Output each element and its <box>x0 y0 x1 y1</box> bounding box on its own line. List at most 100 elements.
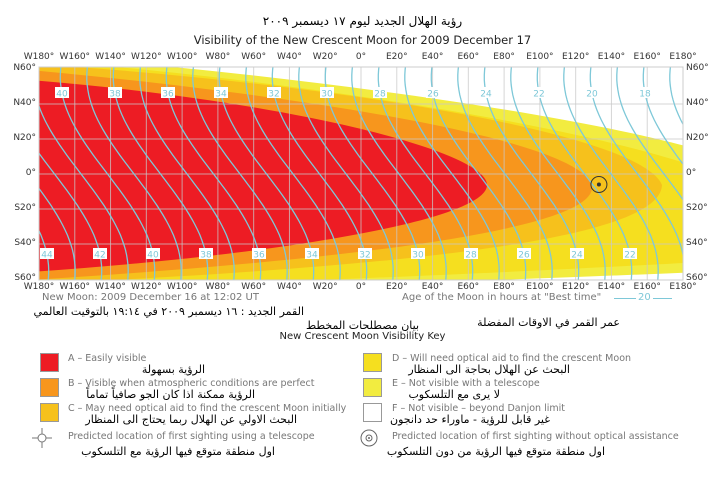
contour-line <box>457 67 553 280</box>
x-tick-label-bottom: E160° <box>633 282 661 292</box>
naked-eye-sighting-marker <box>590 176 608 193</box>
contour-label-bg <box>267 87 281 98</box>
y-tick-label-left: 0° <box>25 168 36 178</box>
telescope-sighting-icon <box>32 428 52 448</box>
title-arabic: رؤية الهلال الجديد ليوم ١٧ ديسمبر ٢٠٠٩ <box>262 14 463 28</box>
key-e: E – Not visible with a telescope <box>392 378 540 389</box>
contour-label: 32 <box>359 251 370 261</box>
swatch-a <box>40 353 59 372</box>
contour-label: 44 <box>41 251 53 261</box>
contour-label: 32 <box>268 90 279 100</box>
key-f: F – Not visible – beyond Danjon limit <box>392 403 565 414</box>
naked-eye-sighting-icon <box>360 429 378 447</box>
y-tick-label-left: N40° <box>13 98 36 108</box>
age-legend-value: 20 <box>636 292 653 303</box>
x-tick-label-bottom: E60° <box>457 282 480 292</box>
y-tick-label-left: N60° <box>13 63 36 73</box>
x-tick-label-top: W120° <box>131 52 162 62</box>
contour-label: 26 <box>518 251 530 261</box>
contour-label: 40 <box>56 90 68 100</box>
x-tick-label-top: W20° <box>312 52 338 62</box>
x-tick-label-bottom: W40° <box>277 282 302 292</box>
contour-label: 30 <box>412 251 424 261</box>
x-tick-label-bottom: W120° <box>131 282 162 292</box>
key-naked-eye: Predicted location of first sighting wit… <box>392 431 679 442</box>
key-naked-eye-arabic: اول منطقة متوقع فيها الرؤية من دون التلس… <box>386 445 605 458</box>
x-tick-label-top: W180° <box>23 52 55 62</box>
x-tick-label-bottom: W100° <box>166 282 198 292</box>
visibility-map: 40 38 36 34 32 30 28 26 24 22 20 18 44 42 40 38 36 34 32 30… <box>38 66 684 281</box>
key-d-arabic: البحث عن الهلال بحاجة الى المنظار <box>408 363 570 376</box>
contour-line <box>510 67 606 280</box>
x-tick-label-top: E140° <box>597 52 626 62</box>
contour-label-bg <box>623 248 637 259</box>
contour-label: 26 <box>427 90 439 100</box>
y-tick-label-left: S20° <box>14 203 36 213</box>
x-tick-label-top: W60° <box>241 52 267 62</box>
contour-line <box>616 67 683 201</box>
y-tick-label-right: S60° <box>686 273 708 283</box>
contour-label-bg <box>411 248 425 259</box>
x-tick-label-bottom: W20° <box>312 282 338 292</box>
contour-label: 40 <box>147 251 159 261</box>
x-tick-label-bottom: W60° <box>241 282 267 292</box>
x-tick-label-bottom: E80° <box>493 282 515 292</box>
contour-label: 30 <box>321 90 333 100</box>
key-b-arabic: الرؤية ممكنة اذا كان الجو صافياً تماماً <box>86 388 255 401</box>
new-moon-text: New Moon: 2009 December 16 at 12:02 UT <box>42 292 259 303</box>
key-telescope: Predicted location of first sighting usi… <box>68 431 315 442</box>
key-f-arabic: غير قابل للرؤية - ماوراء حد دانجون <box>390 413 550 426</box>
y-tick-label-right: N40° <box>686 98 709 108</box>
contour-label: 36 <box>162 90 174 100</box>
x-tick-label-bottom: E140° <box>597 282 626 292</box>
contour-label-bg <box>479 87 493 98</box>
contour-label: 28 <box>374 90 386 100</box>
x-tick-label-bottom: W160° <box>59 282 91 292</box>
contour-label-bg <box>426 87 440 98</box>
contour-label: 38 <box>200 251 212 261</box>
contour-line <box>563 67 659 280</box>
x-tick-label-bottom: E20° <box>385 282 408 292</box>
title-english: Visibility of the New Crescent Moon for … <box>193 33 532 47</box>
swatch-d <box>363 353 382 372</box>
y-tick-label-left: S40° <box>14 238 36 248</box>
x-tick-label-top: E120° <box>561 52 590 62</box>
contour-label-bg <box>517 248 531 259</box>
key-a-arabic: الرؤية بسهولة <box>141 363 205 376</box>
contour-label-bg <box>373 87 387 98</box>
contour-line <box>245 67 341 280</box>
contour-label-bg <box>305 248 319 259</box>
contour-label-bg <box>585 87 599 98</box>
contour-line <box>669 67 683 126</box>
y-tick-label-left: N20° <box>13 133 36 143</box>
key-c-arabic: البحث الاولي عن الهلال ربما يحتاج الى ال… <box>85 413 297 426</box>
y-tick-label-right: N60° <box>686 63 709 73</box>
key-title: New Crescent Moon Visibility Key <box>279 331 446 342</box>
key-title-arabic: بيان مصطلحات المخطط <box>305 319 420 332</box>
y-tick-label-left: S60° <box>14 273 36 283</box>
key-d: D – Will need optical aid to find the cr… <box>392 353 632 364</box>
contour-label-bg <box>252 248 266 259</box>
x-tick-label-top: 0° <box>355 52 367 62</box>
contour-label-bg <box>93 248 107 259</box>
swatch-f <box>363 403 382 422</box>
contour-label: 34 <box>306 251 318 261</box>
contour-label-bg <box>320 87 334 98</box>
y-tick-label-right: N20° <box>686 133 709 143</box>
x-tick-label-top: E160° <box>633 52 661 62</box>
key-b: B – Visible when atmospheric conditions … <box>68 378 315 389</box>
contour-label: 24 <box>480 90 492 100</box>
x-tick-label-top: W100° <box>166 52 198 62</box>
contour-label-bg <box>464 248 478 259</box>
x-tick-label-top: W160° <box>59 52 91 62</box>
contour-label-bg <box>55 87 69 98</box>
contour-line <box>298 67 394 280</box>
contour-label-bg <box>108 87 122 98</box>
x-tick-label-bottom: W80° <box>205 282 231 292</box>
x-tick-label-top: E100° <box>526 52 554 62</box>
x-tick-label-top: W40° <box>277 52 302 62</box>
x-tick-label-bottom: W140° <box>95 282 126 292</box>
y-tick-label-right: S40° <box>686 238 708 248</box>
contour-line <box>39 104 129 280</box>
x-tick-label-bottom: 0° <box>355 282 367 292</box>
